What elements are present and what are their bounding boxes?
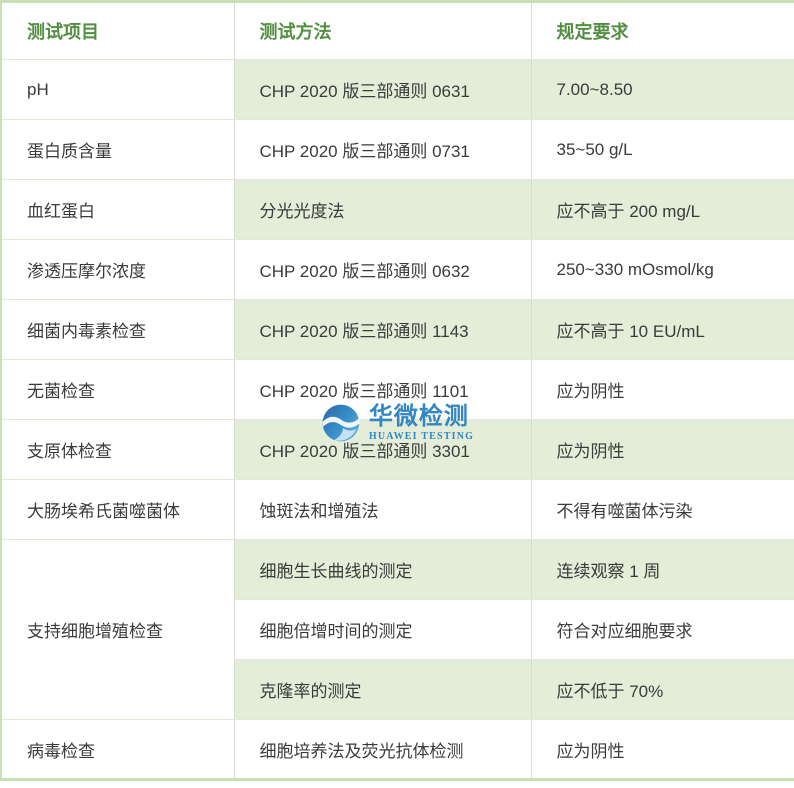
test-method-cell: 蚀斑法和增殖法 xyxy=(233,479,532,540)
requirement-cell: 应不高于 10 EU/mL xyxy=(530,299,794,360)
test-item-cell: pH xyxy=(0,59,235,120)
requirement-cell: 应为阴性 xyxy=(530,719,794,780)
test-item-cell: 大肠埃希氏菌噬菌体 xyxy=(0,479,235,540)
requirement-cell: 符合对应细胞要求 xyxy=(530,599,794,660)
table-row: 支持细胞增殖检查 细胞生长曲线的测定 连续观察 1 周 xyxy=(0,539,794,720)
table-header-row: 测试项目 测试方法 规定要求 xyxy=(0,1,794,60)
header-test-method: 测试方法 xyxy=(233,1,532,60)
test-item-cell: 渗透压摩尔浓度 xyxy=(0,239,235,300)
table-row: pH CHP 2020 版三部通则 0631 7.00~8.50 xyxy=(0,59,794,120)
test-method-cell: CHP 2020 版三部通则 1101 xyxy=(233,359,532,420)
table-row: 克隆率的测定 应不低于 70% xyxy=(1,659,794,720)
test-method-cell: 细胞培养法及荧光抗体检测 xyxy=(233,719,532,780)
table-row: 无菌检查 CHP 2020 版三部通则 1101 应为阴性 xyxy=(0,359,794,420)
test-method-cell: CHP 2020 版三部通则 0632 xyxy=(233,239,532,300)
test-item-cell: 蛋白质含量 xyxy=(0,119,235,180)
requirement-cell: 250~330 mOsmol/kg xyxy=(530,239,794,300)
test-item-cell: 无菌检查 xyxy=(0,359,235,420)
requirement-cell: 不得有噬菌体污染 xyxy=(530,479,794,540)
requirement-cell: 应为阴性 xyxy=(530,359,794,420)
table-row: 支原体检查 CHP 2020 版三部通则 3301 应为阴性 xyxy=(0,419,794,480)
test-method-cell: 分光光度法 xyxy=(233,179,532,240)
table-row: 细菌内毒素检查 CHP 2020 版三部通则 1143 应不高于 10 EU/m… xyxy=(0,299,794,360)
requirement-cell: 连续观察 1 周 xyxy=(530,539,794,600)
requirement-cell: 7.00~8.50 xyxy=(530,59,794,120)
table-row: 血红蛋白 分光光度法 应不高于 200 mg/L xyxy=(0,179,794,240)
test-method-cell: 细胞生长曲线的测定 xyxy=(233,539,532,600)
requirement-cell: 应为阴性 xyxy=(530,419,794,480)
test-method-cell: CHP 2020 版三部通则 0731 xyxy=(233,119,532,180)
table-row: 大肠埃希氏菌噬菌体 蚀斑法和增殖法 不得有噬菌体污染 xyxy=(0,479,794,540)
requirement-cell: 35~50 g/L xyxy=(530,119,794,180)
table-row: 病毒检查 细胞培养法及荧光抗体检测 应为阴性 xyxy=(0,719,794,780)
test-item-cell: 血红蛋白 xyxy=(0,179,235,240)
test-item-cell: 病毒检查 xyxy=(0,719,235,780)
test-method-cell: 克隆率的测定 xyxy=(233,659,532,720)
test-item-cell: 支原体检查 xyxy=(0,419,235,480)
test-item-cell: 支持细胞增殖检查 xyxy=(0,539,235,720)
test-method-cell: CHP 2020 版三部通则 0631 xyxy=(233,59,532,120)
table-row: 蛋白质含量 CHP 2020 版三部通则 0731 35~50 g/L xyxy=(0,119,794,180)
test-method-cell: 细胞倍增时间的测定 xyxy=(233,599,532,660)
header-requirement: 规定要求 xyxy=(530,1,794,60)
requirement-cell: 应不低于 70% xyxy=(530,659,794,720)
test-method-cell: CHP 2020 版三部通则 1143 xyxy=(233,299,532,360)
header-test-item: 测试项目 xyxy=(0,1,235,60)
test-method-cell: CHP 2020 版三部通则 3301 xyxy=(233,419,532,480)
requirement-cell: 应不高于 200 mg/L xyxy=(530,179,794,240)
table-row: 渗透压摩尔浓度 CHP 2020 版三部通则 0632 250~330 mOsm… xyxy=(0,239,794,300)
test-item-cell: 细菌内毒素检查 xyxy=(0,299,235,360)
